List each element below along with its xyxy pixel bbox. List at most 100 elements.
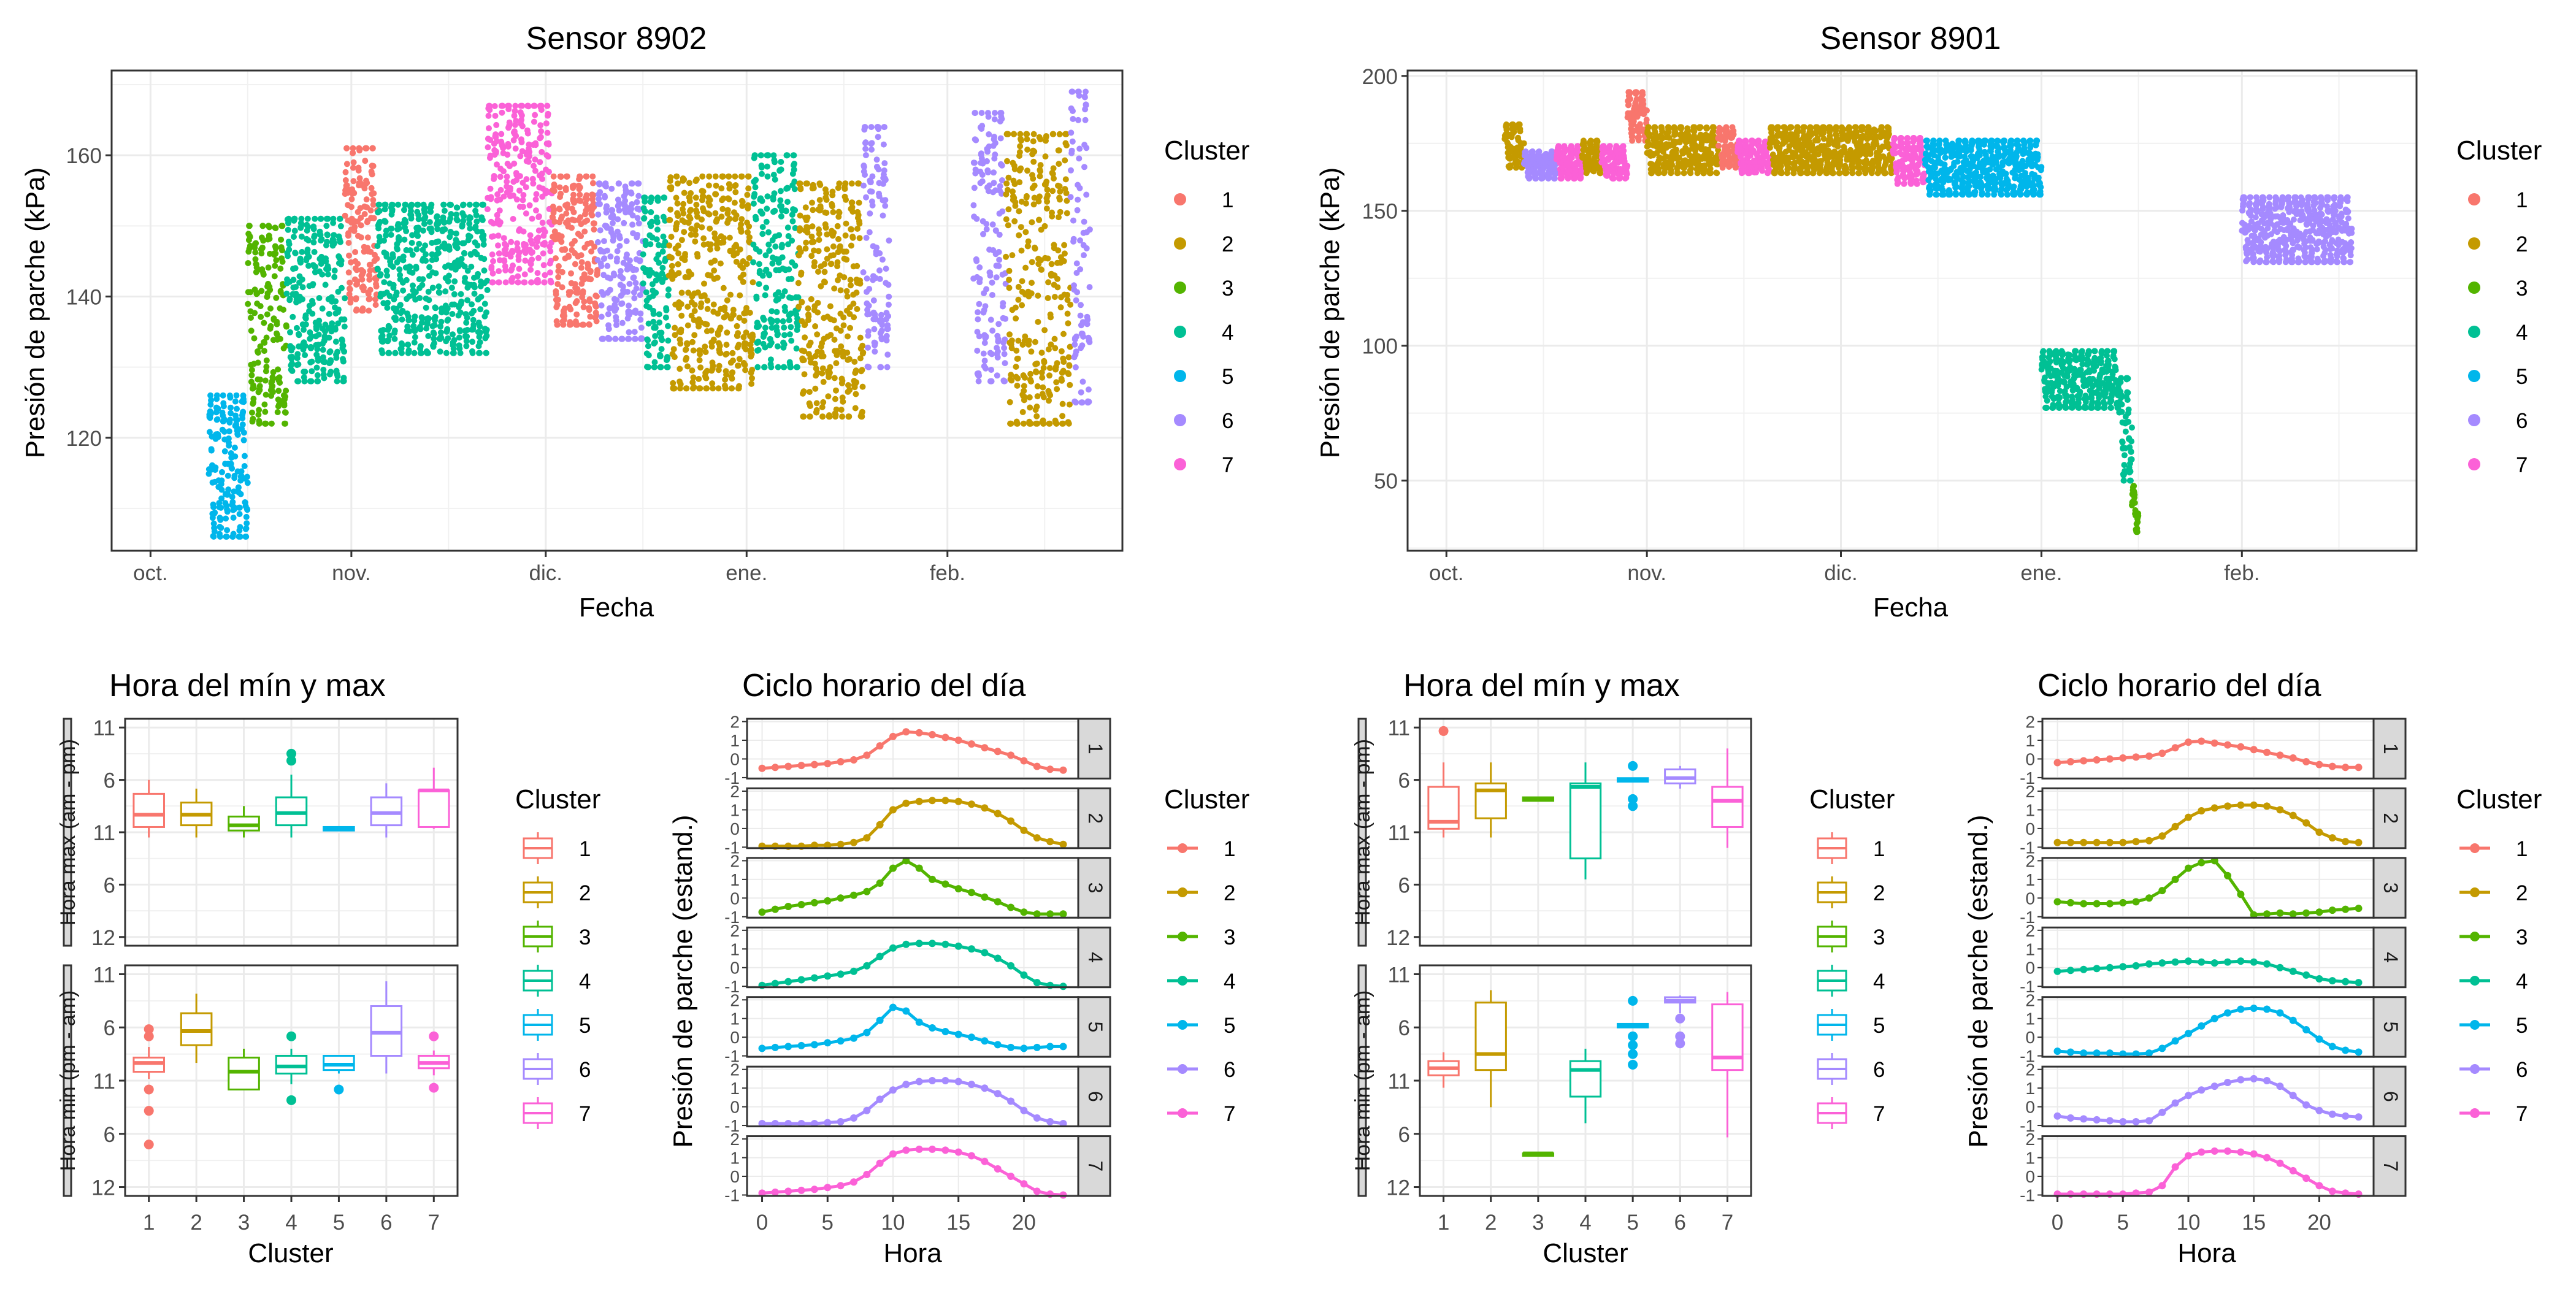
- data-point: [570, 192, 577, 198]
- data-point: [535, 255, 542, 261]
- data-point: [756, 261, 762, 267]
- data-point: [234, 406, 240, 412]
- data-point: [559, 233, 565, 239]
- data-point: [1018, 224, 1024, 230]
- data-point: [754, 364, 761, 370]
- data-point: [699, 174, 705, 180]
- data-point: [1048, 314, 1054, 320]
- data-point: [379, 350, 385, 356]
- data-point: [468, 264, 474, 270]
- data-point: [732, 174, 738, 180]
- data-point: [774, 309, 780, 315]
- data-point: [1708, 170, 1714, 176]
- data-point: [507, 185, 513, 191]
- data-point: [472, 291, 478, 297]
- data-point: [362, 158, 368, 164]
- data-point: [384, 273, 390, 279]
- data-point: [263, 392, 269, 398]
- data-point: [694, 253, 700, 259]
- data-point: [422, 214, 428, 220]
- data-point: [975, 309, 981, 315]
- data-point: [616, 243, 623, 249]
- data-point: [724, 351, 730, 357]
- data-point: [843, 256, 849, 262]
- data-point: [420, 276, 426, 282]
- data-point: [392, 328, 398, 334]
- data-point: [1068, 167, 1074, 174]
- data-point: [678, 327, 684, 333]
- data-point: [286, 247, 292, 253]
- data-point: [763, 285, 769, 291]
- data-point: [997, 183, 1003, 190]
- data-point: [445, 278, 451, 285]
- data-point: [514, 196, 520, 202]
- data-point: [405, 317, 412, 323]
- data-point: [721, 305, 727, 311]
- data-point: [510, 262, 516, 269]
- data-point: [1021, 394, 1027, 400]
- data-point: [341, 378, 347, 384]
- data-point: [683, 355, 689, 361]
- data-point: [665, 293, 672, 299]
- data-point: [707, 197, 713, 203]
- data-point: [678, 381, 684, 387]
- data-point: [979, 110, 985, 116]
- data-point: [779, 242, 785, 248]
- data-point: [640, 251, 646, 258]
- data-point: [210, 504, 217, 510]
- data-point: [660, 248, 666, 255]
- data-point: [1073, 399, 1079, 405]
- data-point: [637, 257, 643, 263]
- data-point: [693, 202, 699, 208]
- data-point: [1044, 205, 1050, 212]
- data-point: [451, 350, 457, 356]
- data-point: [1036, 217, 1042, 223]
- data-point: [291, 277, 297, 283]
- data-point: [574, 298, 580, 304]
- data-point: [423, 251, 429, 258]
- data-point: [661, 234, 667, 240]
- data-point: [1000, 300, 1006, 306]
- data-point: [467, 234, 473, 240]
- data-point: [814, 400, 820, 406]
- data-point: [391, 282, 397, 288]
- data-point: [711, 258, 718, 264]
- data-point: [250, 396, 256, 402]
- data-point: [727, 216, 733, 222]
- data-point: [766, 272, 772, 278]
- data-point: [385, 300, 391, 306]
- data-point: [844, 350, 850, 356]
- data-point: [980, 231, 986, 237]
- data-point: [490, 270, 496, 277]
- data-point: [224, 527, 230, 533]
- data-point: [626, 302, 632, 308]
- data-point: [225, 473, 231, 479]
- data-point: [684, 363, 691, 369]
- data-point: [286, 216, 292, 222]
- data-point: [1083, 145, 1089, 151]
- data-point: [636, 220, 642, 226]
- y-axis-label: Presión de parche (kPa): [20, 167, 50, 458]
- data-point: [512, 103, 518, 109]
- data-point: [1527, 174, 1533, 180]
- data-point: [827, 364, 833, 370]
- data-point: [979, 123, 985, 129]
- data-point: [871, 326, 877, 332]
- data-point: [1075, 117, 1081, 123]
- data-point: [282, 402, 288, 408]
- data-point: [275, 409, 281, 415]
- data-point: [579, 259, 585, 266]
- data-point: [886, 302, 892, 308]
- data-point: [724, 329, 730, 335]
- data-point: [740, 272, 746, 278]
- data-point: [688, 216, 694, 222]
- data-point: [262, 409, 268, 415]
- data-point: [991, 180, 997, 186]
- data-point: [1644, 107, 1650, 113]
- data-point: [1633, 89, 1639, 95]
- data-point: [786, 317, 792, 323]
- data-point: [827, 303, 834, 309]
- data-point: [989, 280, 995, 286]
- data-point: [812, 386, 818, 392]
- data-point: [342, 295, 348, 301]
